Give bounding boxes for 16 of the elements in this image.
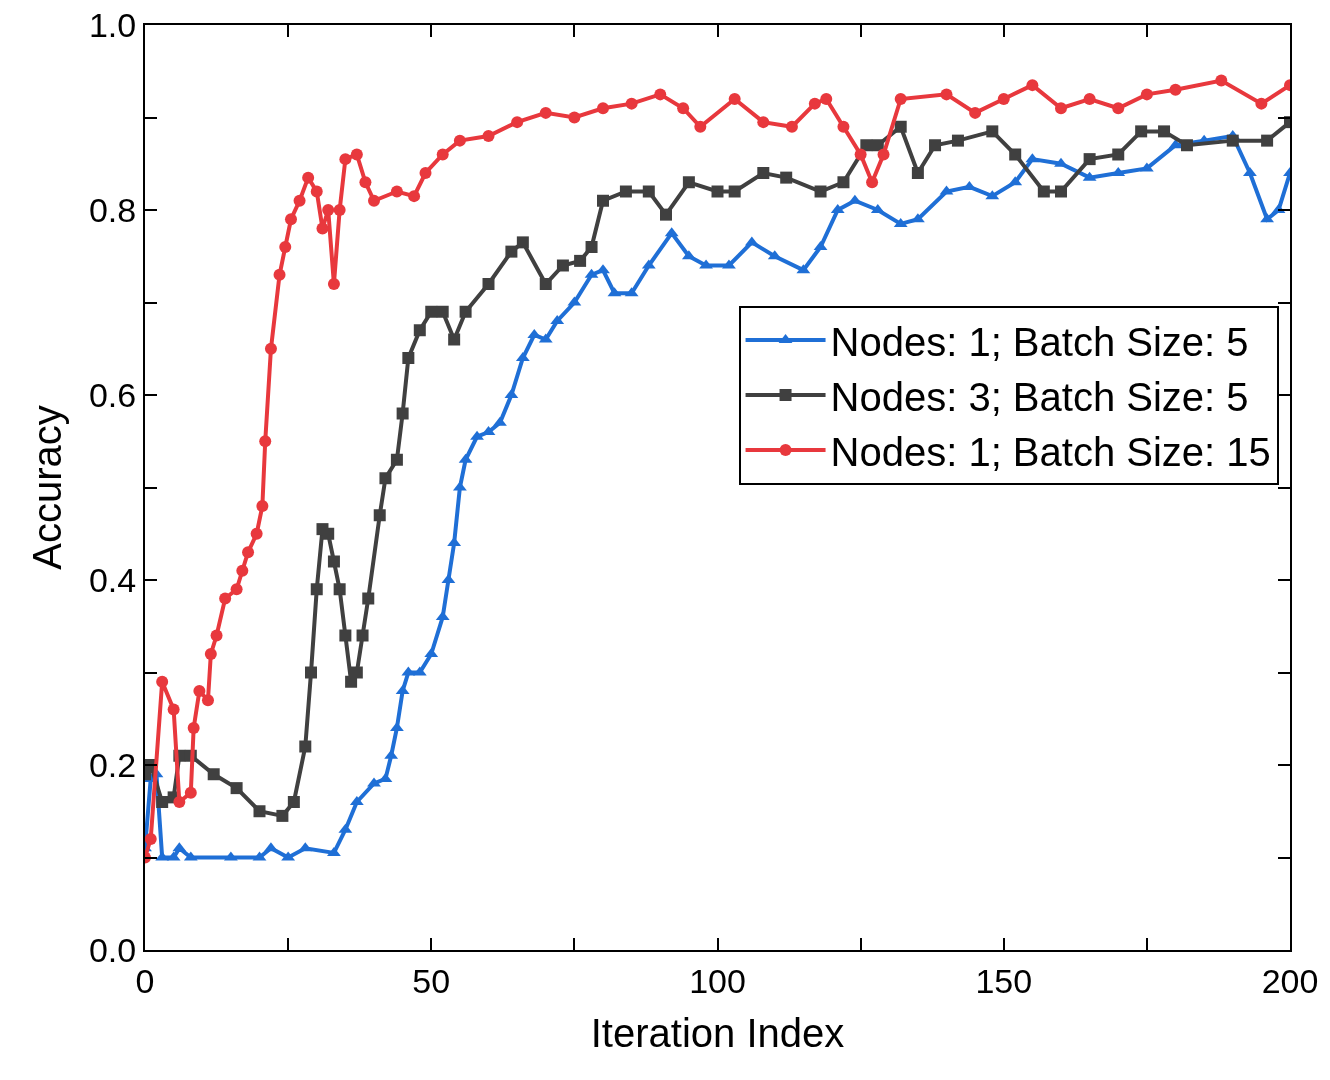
y-tick-label: 0.2 bbox=[88, 745, 137, 784]
y-tick-label: 0.4 bbox=[88, 560, 137, 599]
legend-label: Nodes: 3; Batch Size: 5 bbox=[830, 374, 1249, 419]
y-tick-label: 0.8 bbox=[88, 190, 137, 229]
y-tick-label: 0.6 bbox=[88, 375, 137, 414]
x-tick-label: 50 bbox=[412, 961, 451, 1000]
x-axis-title: Iteration Index bbox=[590, 1010, 845, 1055]
x-tick-label: 150 bbox=[975, 961, 1033, 1000]
y-tick-label: 0.0 bbox=[88, 930, 137, 969]
x-tick-label: 100 bbox=[689, 961, 746, 1000]
y-axis-title: Accuracy bbox=[24, 405, 69, 570]
legend-label: Nodes: 1; Batch Size: 5 bbox=[830, 319, 1249, 364]
y-tick-label: 1.0 bbox=[88, 5, 137, 44]
x-tick-label: 200 bbox=[1261, 961, 1319, 1000]
x-tick-label: 0 bbox=[135, 961, 155, 1000]
legend-label: Nodes: 1; Batch Size: 15 bbox=[830, 429, 1271, 474]
